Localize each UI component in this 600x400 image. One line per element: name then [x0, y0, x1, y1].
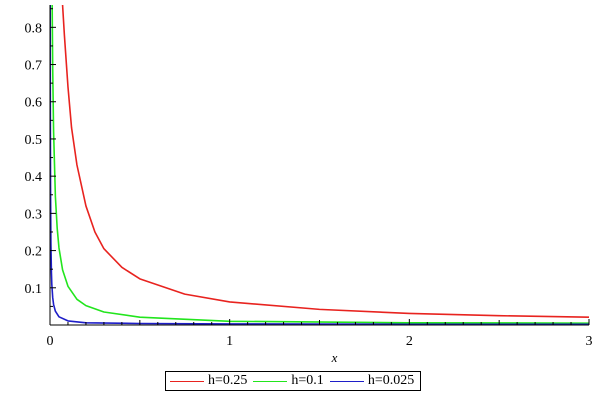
y-tick-label: 0.7 [25, 59, 43, 74]
x-tick-label: 0 [47, 334, 54, 349]
x-tick-label: 1 [226, 334, 233, 349]
axes-group: 0 1 2 3 0.1 0.2 0.3 0.4 0.5 0.6 0.7 0.8 [25, 5, 593, 349]
series-line-h-0-1 [51, 4, 590, 324]
y-tick-label: 0.4 [25, 170, 43, 185]
series-line-h-0-025 [50, 4, 589, 325]
legend-item-h-0-25: h=0.25 [170, 373, 247, 389]
legend-label-h-0-25: h=0.25 [208, 373, 248, 388]
y-tick-label: 0.1 [25, 282, 43, 297]
legend-label-h-0-1: h=0.1 [291, 373, 324, 388]
legend-swatch-h-0-25 [170, 380, 204, 382]
legend-swatch-h-0-1 [253, 380, 288, 382]
x-tick-label: 2 [406, 334, 413, 349]
series-line-h-0-25 [61, 4, 590, 318]
y-tick-label: 0.2 [25, 245, 43, 260]
y-tick-label: 0.5 [25, 133, 43, 148]
line-chart: 0 1 2 3 0.1 0.2 0.3 0.4 0.5 0.6 0.7 0.8 x [25, 4, 593, 365]
y-tick-label: 0.3 [25, 207, 43, 222]
x-ticks: 0 1 2 3 [47, 319, 593, 349]
legend-label-h-0-025: h=0.025 [367, 373, 415, 388]
x-tick-label: 3 [586, 334, 593, 349]
y-tick-label: 0.8 [25, 21, 43, 36]
x-axis-title: x [331, 350, 338, 365]
chart-legend: h=0.25 h=0.1 h=0.025 [165, 371, 422, 391]
y-tick-label: 0.6 [25, 96, 43, 111]
legend-swatch-h-0-025 [329, 380, 364, 382]
y-ticks: 0.1 0.2 0.3 0.4 0.5 0.6 0.7 0.8 [25, 8, 56, 307]
legend-item-h-0-025: h=0.025 [329, 373, 415, 389]
legend-item-h-0-1: h=0.1 [253, 373, 324, 389]
series-group [50, 4, 590, 325]
